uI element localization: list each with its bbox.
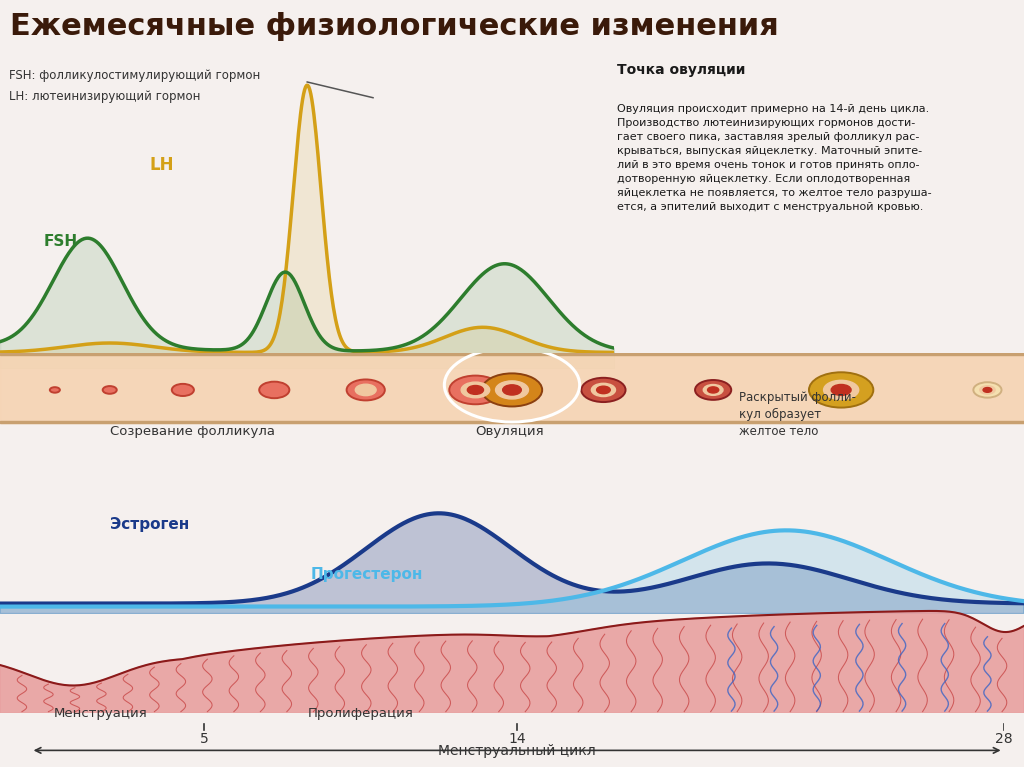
Circle shape [831,384,851,395]
Text: Менструация: Менструация [53,706,147,719]
Circle shape [482,374,542,407]
Circle shape [592,384,615,397]
Circle shape [974,382,1001,397]
Circle shape [695,380,731,400]
Text: Эстроген: Эстроген [110,518,189,532]
Circle shape [503,385,521,395]
Text: Пролиферация: Пролиферация [308,706,414,719]
Circle shape [703,384,723,395]
Text: 28: 28 [994,732,1013,746]
Circle shape [980,386,995,394]
Circle shape [259,382,290,398]
Circle shape [597,386,610,393]
Circle shape [450,376,502,404]
Bar [0,353,1024,423]
Text: FSH: FSH [44,233,78,249]
Text: Прогестерон: Прогестерон [311,568,423,582]
Text: Менструальный цикл: Менструальный цикл [438,743,596,758]
Text: LH: лютеинизирующий гормон: LH: лютеинизирующий гормон [9,90,200,103]
Text: LH: LH [150,156,174,174]
Circle shape [50,387,59,393]
Text: Точка овуляции: Точка овуляции [616,63,745,77]
Circle shape [467,386,483,394]
Bar [0,421,1024,423]
Circle shape [708,387,719,393]
Circle shape [496,381,528,399]
Text: Раскрытый фолли-
кул образует
желтое тело: Раскрытый фолли- кул образует желтое тел… [738,391,856,438]
Text: 5: 5 [200,732,209,746]
Bar [0,353,1024,355]
Circle shape [823,380,859,400]
Circle shape [172,384,194,396]
Circle shape [809,372,873,407]
Text: Овуляция происходит примерно на 14-й день цикла.
Производство лютеинизирующих го: Овуляция происходит примерно на 14-й ден… [616,104,932,212]
Circle shape [461,382,489,398]
Circle shape [102,386,117,393]
Text: Овуляция: Овуляция [475,425,544,438]
Circle shape [346,380,385,400]
Text: Созревание фолликула: Созревание фолликула [110,425,274,438]
Circle shape [355,384,376,396]
Text: 14: 14 [508,732,526,746]
Circle shape [582,378,626,402]
Circle shape [983,387,992,392]
Text: FSH: фолликулостимулирующий гормон: FSH: фолликулостимулирующий гормон [9,70,260,82]
Text: Ежемесячные физиологические изменения: Ежемесячные физиологические изменения [10,12,779,41]
